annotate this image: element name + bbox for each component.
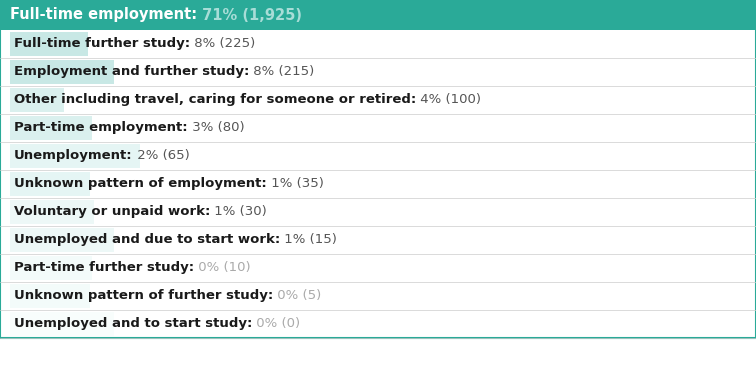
Text: 3% (80): 3% (80) [187,122,244,135]
Text: Employment: Employment [14,66,107,78]
Text: Unemployed and to start study:: Unemployed and to start study: [14,317,253,330]
Text: 8% (215): 8% (215) [249,66,314,78]
Text: Unknown: Unknown [14,178,83,191]
Text: Part-time: Part-time [14,122,85,135]
Bar [0,114,756,142]
Text: 1% (30): 1% (30) [210,206,267,219]
Bar [0,86,756,114]
Text: Unemployment:: Unemployment: [14,150,132,163]
Bar [0,282,756,310]
Text: Unknown pattern of further study:: Unknown pattern of further study: [14,289,273,303]
Text: Unemployed and due to start work:: Unemployed and due to start work: [14,233,280,247]
Text: 0% (0): 0% (0) [253,317,300,330]
Text: Employment and further study:: Employment and further study: [14,66,249,78]
Text: 1% (15): 1% (15) [280,233,337,247]
Bar [10,144,140,168]
Bar [10,60,114,84]
Bar [10,228,114,252]
Text: 4% (100): 4% (100) [417,94,482,107]
Text: Unemployed: Unemployed [14,317,107,330]
Bar [10,172,90,196]
Text: Unemployed: Unemployed [14,233,107,247]
Text: Part-time employment:: Part-time employment: [14,122,187,135]
Bar [0,254,756,282]
Bar [0,226,756,254]
Bar [0,142,756,170]
Bar [10,88,64,112]
Text: Unemployment:: Unemployment: [14,150,132,163]
Text: Voluntary or unpaid work:: Voluntary or unpaid work: [14,206,210,219]
Text: 0% (5): 0% (5) [273,289,321,303]
Text: Full-time: Full-time [14,38,80,50]
Text: Unknown pattern of employment:: Unknown pattern of employment: [14,178,267,191]
Text: Part-time: Part-time [14,261,85,275]
Bar [0,198,756,226]
Text: Part-time further study:: Part-time further study: [14,261,194,275]
Text: 71% (1,925): 71% (1,925) [197,7,302,22]
Bar [10,312,114,336]
Bar [10,256,91,280]
Text: Other: Other [14,94,57,107]
Text: Other including travel, caring for someone or retired:: Other including travel, caring for someo… [14,94,417,107]
Text: Voluntary: Voluntary [14,206,87,219]
Text: Full-time further study:: Full-time further study: [14,38,190,50]
Bar [0,170,756,198]
Bar [10,116,91,140]
Text: 0% (10): 0% (10) [194,261,251,275]
Bar [0,30,756,58]
Text: Full-time employment:: Full-time employment: [10,7,197,22]
Text: Unknown: Unknown [14,289,83,303]
Text: 2% (65): 2% (65) [132,150,189,163]
Text: 8% (225): 8% (225) [190,38,256,50]
Bar [0,58,756,86]
Bar [0,0,756,30]
Bar [10,200,94,224]
Text: 1% (35): 1% (35) [267,178,324,191]
Bar [10,32,88,56]
Bar [10,284,90,308]
Bar [0,310,756,338]
